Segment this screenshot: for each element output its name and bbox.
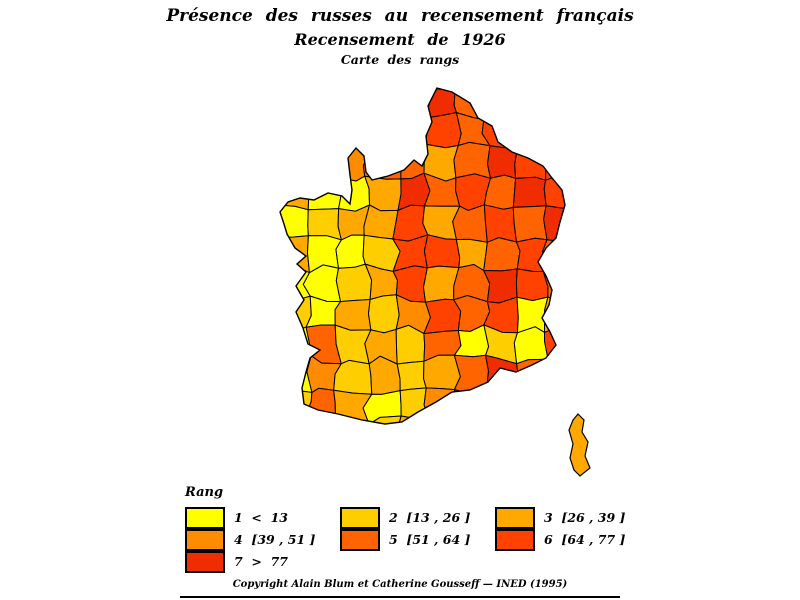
department-cell bbox=[453, 141, 492, 180]
legend-grid: 1 < 13 2 [13 , 26 ] 3 [26 , 39 ] 4 [39 , 51… bbox=[185, 506, 650, 573]
department-cell bbox=[362, 145, 402, 180]
title-block: Présence des russes au recensement franç… bbox=[0, 4, 800, 69]
legend-item: 6 [64 , 77 ] bbox=[495, 528, 650, 551]
legend-swatch bbox=[495, 506, 535, 529]
department-cell bbox=[483, 237, 521, 272]
department-cell bbox=[280, 416, 309, 424]
department-cell bbox=[280, 143, 309, 182]
department-cell bbox=[544, 112, 565, 149]
department-cell bbox=[514, 143, 547, 181]
department-cell bbox=[333, 113, 373, 149]
department-cell bbox=[303, 143, 339, 181]
department-cell bbox=[280, 389, 313, 424]
department-cell bbox=[368, 112, 400, 149]
map-type-label: Carte des rangs bbox=[340, 52, 460, 67]
department-cell bbox=[546, 355, 565, 395]
department-cell bbox=[423, 354, 461, 391]
legend-swatch bbox=[340, 506, 380, 529]
legend-item: 3 [26 , 39 ] bbox=[495, 506, 650, 529]
department-cell bbox=[303, 112, 339, 150]
legend-label: 3 [26 , 39 ] bbox=[544, 510, 626, 525]
legend-swatch bbox=[495, 528, 535, 551]
corsica-island bbox=[568, 413, 591, 477]
department-cell bbox=[337, 175, 371, 212]
department-cell bbox=[395, 111, 428, 147]
legend-item: 2 [13 , 26 ] bbox=[340, 506, 495, 529]
legend-label: 6 [64 , 77 ] bbox=[544, 532, 626, 547]
department-cell bbox=[515, 268, 549, 302]
legend-item: 4 [39 , 51 ] bbox=[185, 528, 340, 551]
department-cell bbox=[394, 415, 432, 424]
department-cell bbox=[513, 326, 549, 365]
department-cell bbox=[427, 417, 457, 424]
department-cell bbox=[367, 88, 401, 120]
department-cell bbox=[512, 205, 548, 243]
copyright-text: Copyright Alain Blum et Catherine Gousse… bbox=[232, 579, 568, 590]
department-cell bbox=[280, 204, 309, 238]
department-cell bbox=[542, 270, 565, 301]
department-cell bbox=[512, 88, 551, 119]
department-cell bbox=[541, 237, 565, 272]
department-cell bbox=[334, 298, 372, 331]
department-cell bbox=[306, 176, 343, 211]
legend-label: 1 < 13 bbox=[234, 510, 288, 525]
department-cell bbox=[486, 143, 519, 180]
legend-label: 7 > 77 bbox=[234, 554, 288, 569]
department-cell bbox=[518, 385, 551, 424]
department-cell bbox=[280, 354, 313, 394]
legend-swatch bbox=[185, 550, 225, 573]
department-cell bbox=[280, 172, 310, 211]
legend-label: 4 [39 , 51 ] bbox=[234, 532, 316, 547]
department-cell bbox=[453, 354, 490, 395]
france-outline bbox=[279, 87, 566, 425]
legend-swatch bbox=[185, 506, 225, 529]
department-cell bbox=[543, 204, 565, 243]
department-cell bbox=[453, 416, 491, 424]
department-cell bbox=[482, 88, 519, 120]
department-cell bbox=[363, 415, 402, 424]
department-cell bbox=[512, 415, 545, 424]
department-cell bbox=[335, 263, 373, 303]
department-cell bbox=[485, 388, 521, 424]
department-cell bbox=[423, 234, 461, 269]
department-cell bbox=[337, 88, 373, 122]
department-cell bbox=[280, 326, 312, 363]
department-cell bbox=[483, 204, 518, 244]
bottom-rule bbox=[180, 596, 620, 598]
page-subtitle: Recensement de 1926 bbox=[294, 30, 506, 49]
legend: Rang 1 < 13 2 [13 , 26 ] 3 [26 , 39 ] 4 [39… bbox=[185, 485, 650, 573]
department-cell bbox=[393, 88, 430, 120]
department-cell bbox=[452, 204, 488, 243]
department-cell bbox=[367, 294, 400, 334]
department-cell bbox=[543, 385, 565, 421]
legend-title: Rang bbox=[185, 485, 224, 500]
legend-item: 1 < 13 bbox=[185, 506, 340, 529]
legend-item: 5 [51 , 64 ] bbox=[340, 528, 495, 551]
legend-item: 7 > 77 bbox=[185, 550, 340, 573]
department-cell bbox=[396, 360, 427, 392]
legend-swatch bbox=[340, 528, 380, 551]
department-cell bbox=[453, 388, 488, 424]
department-cell bbox=[309, 88, 342, 122]
department-cell bbox=[280, 114, 311, 151]
department-cell bbox=[304, 416, 341, 424]
legend-label: 5 [51 , 64 ] bbox=[389, 532, 471, 547]
department-cell bbox=[484, 416, 521, 424]
legend-label: 2 [13 , 26 ] bbox=[389, 510, 471, 525]
legend-swatch bbox=[185, 528, 225, 551]
department-cell bbox=[334, 420, 371, 424]
department-cell bbox=[512, 176, 547, 208]
department-cell bbox=[516, 116, 548, 150]
page-title: Présence des russes au recensement franç… bbox=[166, 6, 634, 26]
department-cell bbox=[545, 88, 565, 122]
department-cell bbox=[280, 88, 312, 121]
